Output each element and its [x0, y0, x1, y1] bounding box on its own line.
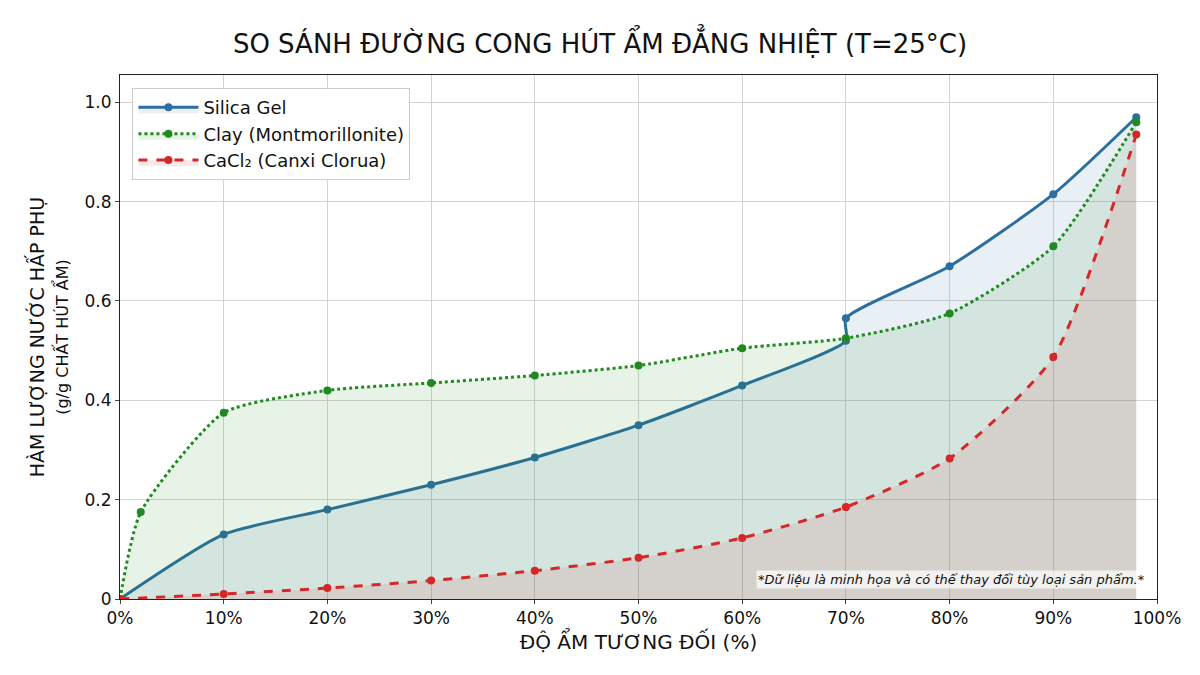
svg-text:Clay (Montmorillonite): Clay (Montmorillonite): [203, 124, 404, 145]
svg-text:90%: 90%: [1034, 608, 1072, 628]
svg-text:CaCl₂ (Canxi Clorua): CaCl₂ (Canxi Clorua): [203, 150, 386, 171]
svg-text:70%: 70%: [827, 608, 865, 628]
svg-text:ĐỘ ẨM TƯƠNG ĐỐI (%): ĐỘ ẨM TƯƠNG ĐỐI (%): [520, 628, 757, 654]
svg-text:0%: 0%: [107, 608, 134, 628]
svg-text:20%: 20%: [309, 608, 347, 628]
svg-text:10%: 10%: [205, 608, 243, 628]
svg-text:*Dữ liệu là minh họa và có thể: *Dữ liệu là minh họa và có thể thay đổi …: [758, 572, 1145, 587]
svg-text:50%: 50%: [620, 608, 658, 628]
svg-text:40%: 40%: [516, 608, 554, 628]
svg-text:Silica Gel: Silica Gel: [203, 97, 286, 118]
svg-text:0.6: 0.6: [85, 291, 112, 311]
svg-text:1.0: 1.0: [85, 92, 112, 112]
svg-text:0.2: 0.2: [85, 490, 112, 510]
svg-text:30%: 30%: [412, 608, 450, 628]
svg-text:0.4: 0.4: [85, 390, 112, 410]
svg-text:100%: 100%: [1133, 608, 1182, 628]
svg-text:HÀM LƯỢNG NƯỚC HẤP PHỤ(g/g CHẤ: HÀM LƯỢNG NƯỚC HẤP PHỤ(g/g CHẤT HÚT ẨM): [24, 197, 73, 478]
svg-text:80%: 80%: [931, 608, 969, 628]
svg-text:SO SÁNH ĐƯỜNG CONG HÚT ẨM ĐẲNG: SO SÁNH ĐƯỜNG CONG HÚT ẨM ĐẲNG NHIỆT (T=…: [233, 24, 967, 59]
svg-text:0.8: 0.8: [85, 192, 112, 212]
svg-text:60%: 60%: [723, 608, 761, 628]
svg-text:0: 0: [101, 589, 112, 609]
